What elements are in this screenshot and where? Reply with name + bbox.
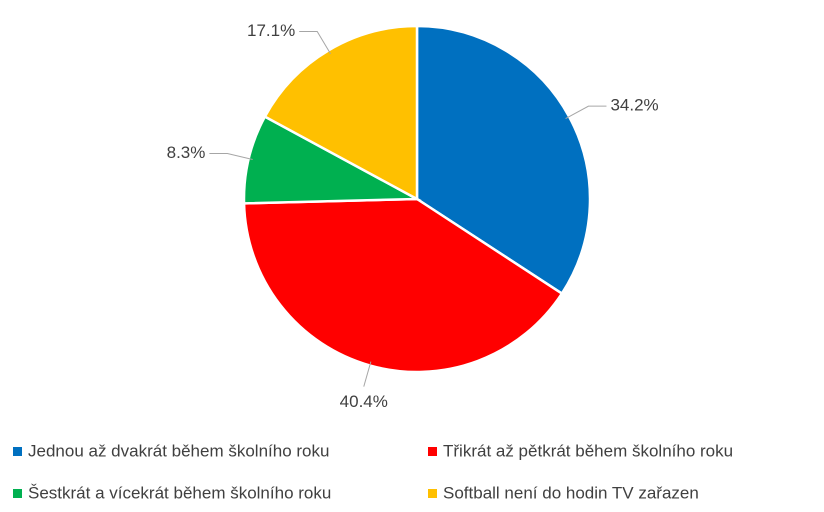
legend-label: Softball není do hodin TV zařazen <box>443 483 699 502</box>
legend-swatch <box>13 447 22 456</box>
leader-line <box>363 361 372 387</box>
data-label: 40.4% <box>340 392 388 411</box>
legend-swatch <box>13 489 22 498</box>
legend-label: Jednou až dvakrát během školního roku <box>28 441 329 460</box>
data-label: 34.2% <box>610 96 658 115</box>
leader-line <box>299 30 331 55</box>
leader-line <box>565 105 607 119</box>
data-label: 17.1% <box>247 21 295 40</box>
legend-label: Šestkrát a vícekrát během školního roku <box>28 483 331 502</box>
legend-swatch <box>428 447 437 456</box>
legend-label: Třikrát až pětkrát během školního roku <box>443 441 733 460</box>
data-label: 8.3% <box>167 143 206 162</box>
leader-line <box>209 152 253 161</box>
legend-swatch <box>428 489 437 498</box>
